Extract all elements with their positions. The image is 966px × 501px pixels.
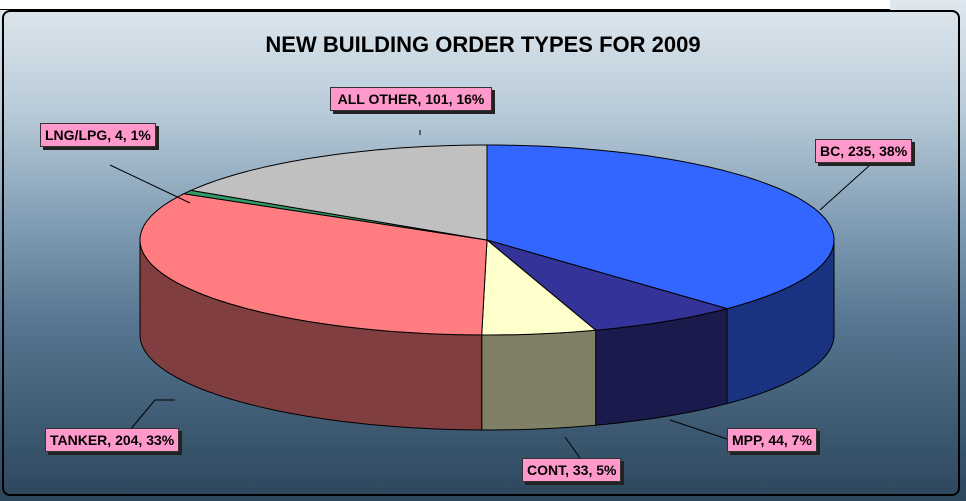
data-label: BC, 235, 38% xyxy=(815,139,913,163)
leader-line xyxy=(819,164,871,211)
data-label: TANKER, 204, 33% xyxy=(45,428,180,452)
leader-line xyxy=(669,419,731,441)
data-label: ALL OTHER, 101, 16% xyxy=(330,87,492,111)
chart-frame xyxy=(2,10,960,496)
slice-side xyxy=(481,329,597,431)
slice-top xyxy=(189,144,488,241)
chart-title: NEW BUILDING ORDER TYPES FOR 2009 xyxy=(265,32,701,57)
slice-top xyxy=(139,193,488,336)
leader-line xyxy=(129,399,175,431)
leader-line xyxy=(564,436,581,459)
data-label: MPP, 44, 7% xyxy=(727,428,817,452)
data-label: CONT, 33, 5% xyxy=(522,458,622,482)
slice-top xyxy=(481,238,597,336)
leader-line xyxy=(109,164,191,204)
data-label: LNG/LPG, 4, 1% xyxy=(40,123,156,147)
slice-top xyxy=(486,144,835,310)
table-edge xyxy=(0,0,890,10)
slice-top xyxy=(486,239,729,331)
